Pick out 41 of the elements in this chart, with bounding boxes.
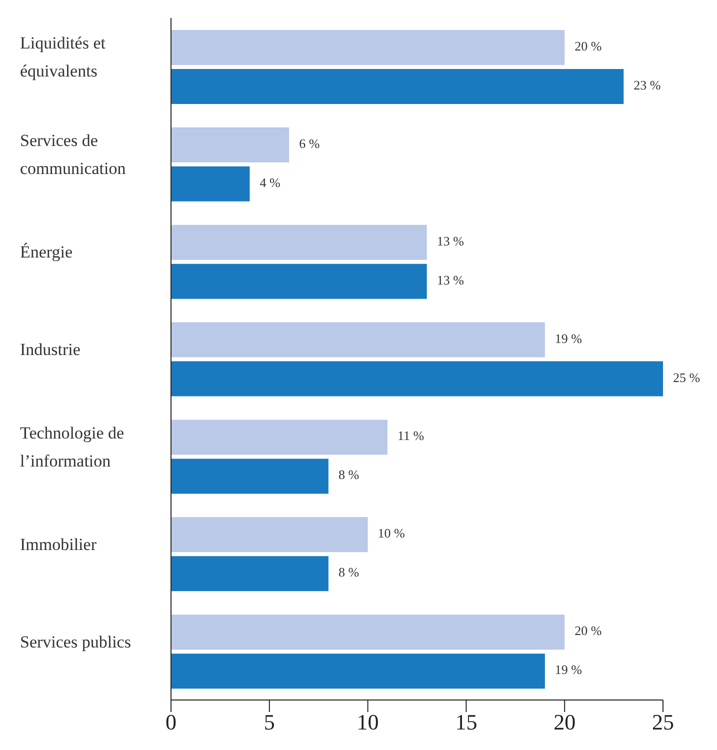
data-label: 6 % — [299, 136, 320, 151]
bar — [171, 654, 545, 689]
bar — [171, 556, 328, 592]
x-tick-label: 20 — [554, 710, 576, 735]
bar — [171, 458, 328, 494]
x-tick-label: 25 — [652, 710, 674, 735]
data-label: 19 % — [554, 330, 582, 346]
x-tick-label: 15 — [455, 710, 478, 735]
x-tick-label: 10 — [356, 710, 379, 735]
data-label: 8 % — [338, 467, 360, 482]
x-tick-label: 0 — [166, 710, 176, 735]
y-tick-label: Services publics — [20, 632, 131, 652]
y-tick-label: Immobilier — [20, 534, 97, 554]
x-tick-label: 5 — [264, 710, 275, 735]
bar — [171, 69, 624, 104]
data-label: 23 % — [634, 77, 661, 92]
bar — [171, 420, 388, 455]
data-label: 13 % — [436, 272, 464, 288]
data-label: 11 % — [397, 428, 424, 444]
y-tick-label: Liquidités et équivalents — [20, 34, 106, 81]
y-tick-label: Industrie — [20, 340, 80, 359]
y-tick-label: Technologie de l’information — [20, 423, 124, 470]
data-label: 20 % — [574, 38, 602, 54]
y-tick-label: Services de communication — [20, 131, 126, 178]
bar — [171, 614, 565, 650]
bar — [171, 517, 368, 552]
data-label: 8 % — [338, 564, 360, 580]
data-label: 20 % — [574, 623, 602, 638]
bar — [171, 166, 250, 202]
data-label: 10 % — [378, 526, 406, 541]
data-label: 19 % — [554, 662, 582, 678]
bar — [171, 322, 545, 358]
bar — [171, 264, 427, 299]
bar — [171, 127, 290, 162]
data-label: 13 % — [436, 233, 464, 248]
data-label: 25 % — [673, 370, 700, 385]
data-label: 4 % — [260, 174, 280, 190]
bar — [171, 30, 565, 65]
bar — [171, 224, 427, 260]
y-tick-label: Énergie — [20, 242, 73, 262]
bar — [171, 361, 663, 396]
